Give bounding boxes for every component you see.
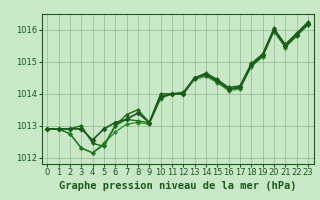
X-axis label: Graphe pression niveau de la mer (hPa): Graphe pression niveau de la mer (hPa) bbox=[59, 181, 296, 191]
